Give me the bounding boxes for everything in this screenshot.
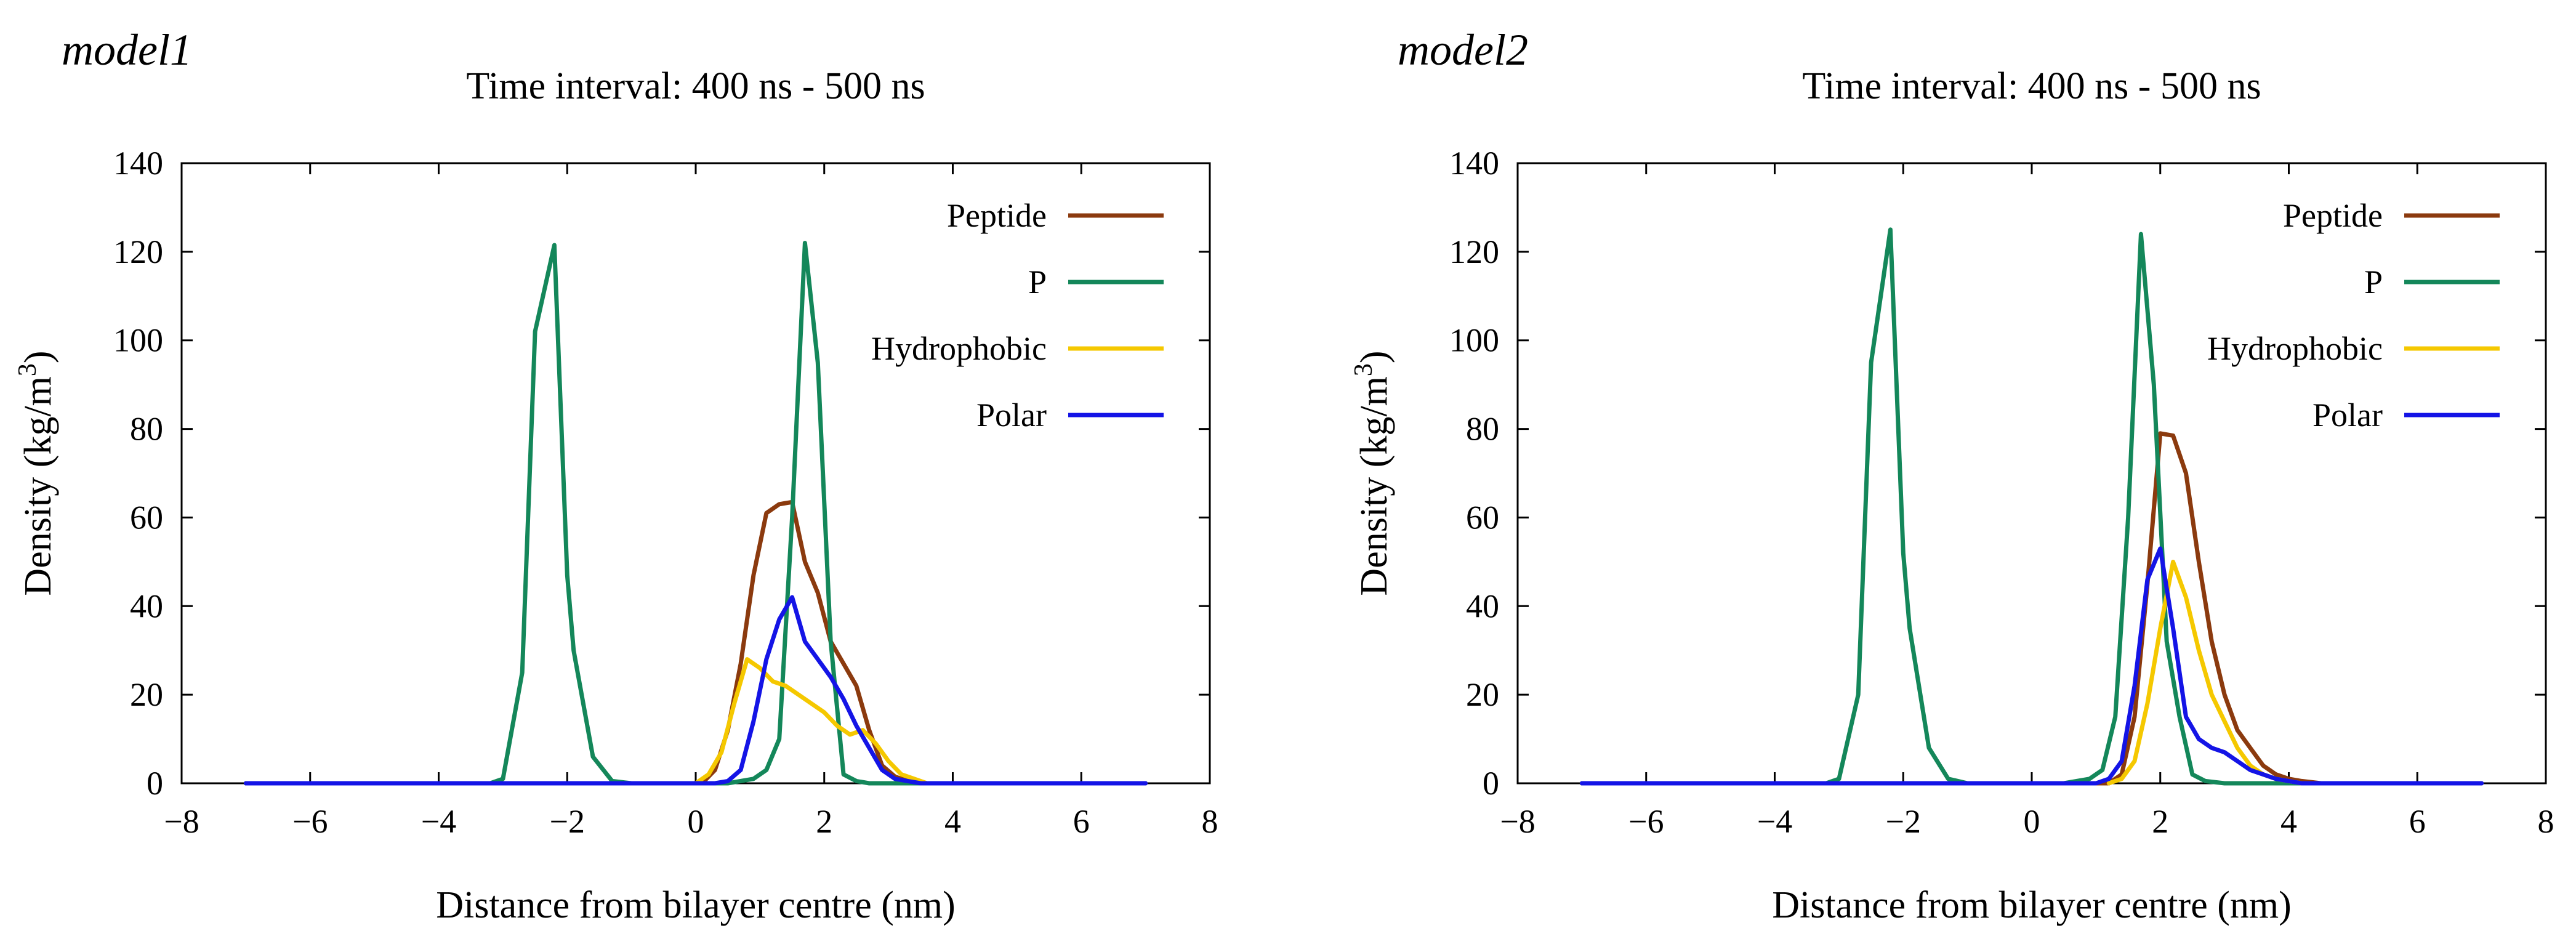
x-tick-label: −4 [421, 803, 456, 840]
y-tick-label: 60 [130, 499, 163, 536]
x-tick-label: 8 [2538, 803, 2554, 840]
y-tick-label: 40 [130, 587, 163, 624]
legend-label: P [1028, 264, 1047, 301]
x-axis-label: Distance from bilayer centre (nm) [1772, 884, 2292, 926]
x-tick-label: 2 [2152, 803, 2168, 840]
x-tick-label: 8 [1202, 803, 1218, 840]
x-tick-label: 0 [688, 803, 704, 840]
y-tick-label: 80 [130, 411, 163, 448]
y-tick-label: 20 [1466, 676, 1499, 713]
y-tick-label: 120 [113, 233, 163, 270]
x-tick-label: 2 [816, 803, 832, 840]
y-tick-label: 60 [1466, 499, 1499, 536]
y-tick-label: 100 [1449, 322, 1499, 359]
y-tick-label: 140 [113, 145, 163, 182]
x-tick-label: 6 [1073, 803, 1090, 840]
panel-label: model1 [62, 25, 192, 75]
x-tick-label: −4 [1757, 803, 1792, 840]
y-tick-label: 80 [1466, 411, 1499, 448]
y-tick-label: 120 [1449, 233, 1499, 270]
x-tick-label: −2 [550, 803, 585, 840]
legend-label: Hydrophobic [2207, 330, 2383, 367]
series-line-p [243, 241, 1148, 786]
legend-label: Polar [2312, 397, 2383, 434]
y-tick-label: 40 [1466, 587, 1499, 624]
series-line-polar [1579, 546, 2484, 786]
y-tick-label: 20 [130, 676, 163, 713]
y-axis-label: Density (kg/m3) [14, 350, 59, 595]
y-tick-label: 0 [147, 765, 163, 802]
x-tick-label: 0 [2024, 803, 2040, 840]
plot-frame [1516, 162, 2547, 785]
series-line-hydrophobic [693, 657, 968, 786]
legend-label: P [2364, 264, 2383, 301]
plot-frame [180, 162, 1211, 785]
y-tick-label: 0 [1483, 765, 1499, 802]
legend-label: Polar [976, 397, 1047, 434]
x-tick-label: −6 [292, 803, 328, 840]
chart-panel-2: model2 Time interval: 400 ns - 500 ns −8 −6… [1350, 25, 2554, 926]
chart-panel-1: model1 Time interval: 400 ns - 500 ns −8 −6… [14, 25, 1218, 926]
series-line-polar [243, 595, 1148, 786]
x-tick-label: −8 [164, 803, 199, 840]
y-tick-label: 140 [1449, 145, 1499, 182]
x-tick-label: −2 [1886, 803, 1921, 840]
x-axis-label: Distance from bilayer centre (nm) [436, 884, 956, 926]
x-tick-label: −6 [1628, 803, 1664, 840]
y-tick-label: 100 [113, 322, 163, 359]
series-line-p [1579, 227, 2484, 786]
legend-label: Peptide [2283, 197, 2383, 234]
panel-label: model2 [1398, 25, 1528, 75]
x-tick-label: 4 [944, 803, 961, 840]
legend-label: Peptide [947, 197, 1047, 234]
legend-label: Hydrophobic [871, 330, 1047, 367]
chart-title: Time interval: 400 ns - 500 ns [1802, 65, 2261, 107]
series-line-peptide [243, 499, 1148, 786]
x-tick-label: 4 [2280, 803, 2297, 840]
x-tick-label: −8 [1500, 803, 1535, 840]
x-tick-label: 6 [2409, 803, 2426, 840]
y-axis-label: Density (kg/m3) [1350, 350, 1395, 595]
chart-title: Time interval: 400 ns - 500 ns [466, 65, 925, 107]
series-line-peptide [1579, 431, 2484, 786]
